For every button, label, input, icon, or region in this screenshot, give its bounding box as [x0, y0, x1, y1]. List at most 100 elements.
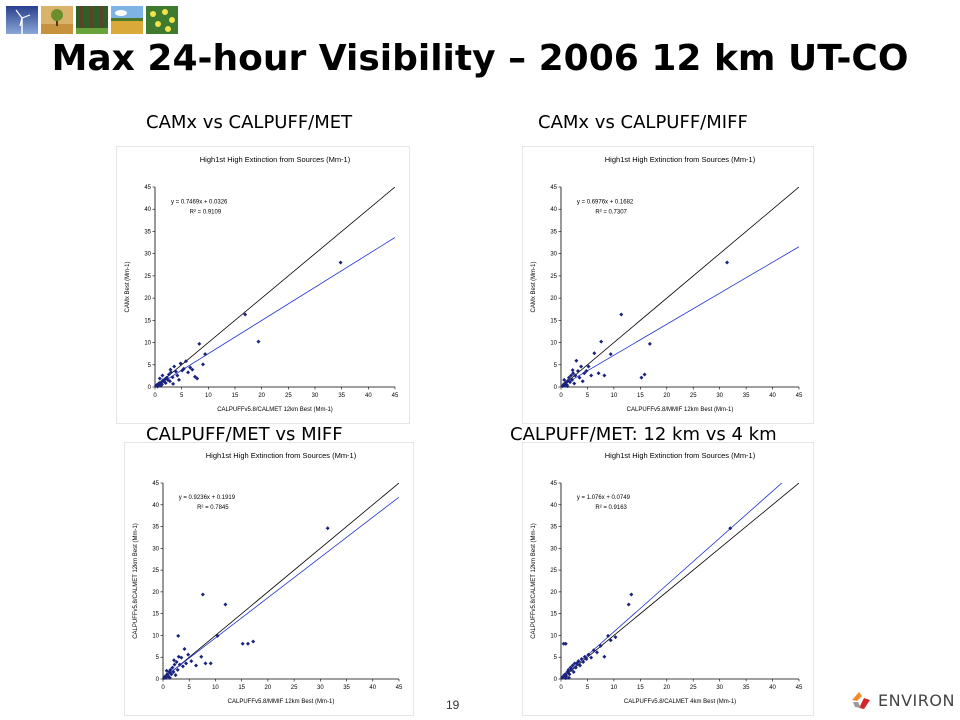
data-point [201, 362, 205, 367]
data-point [200, 592, 205, 597]
data-point [164, 375, 169, 380]
y-axis-label: CAMx Best (Mm-1) [125, 261, 131, 312]
x-tick-label: 5 [188, 685, 192, 691]
data-point [608, 638, 613, 643]
data-point [599, 339, 604, 344]
data-point [208, 661, 213, 666]
data-point [180, 368, 185, 373]
data-point [175, 667, 180, 672]
page-number: 19 [446, 698, 460, 712]
x-tick-label: 40 [365, 393, 372, 399]
data-point [561, 382, 566, 387]
data-point [173, 369, 178, 374]
y-tick-label: 25 [550, 568, 557, 574]
x-tick-label: 30 [317, 685, 324, 691]
data-point [567, 380, 572, 385]
data-point [171, 670, 176, 675]
data-point [169, 370, 173, 375]
data-point [325, 526, 330, 531]
data-point [563, 641, 568, 646]
data-point [569, 373, 574, 378]
y-tick-label: 15 [144, 318, 151, 324]
data-point [251, 639, 256, 644]
data-point [245, 641, 250, 646]
x-tick-label: 15 [637, 393, 644, 399]
trendline-equation: y = 0.7469x + 0.0326 [171, 199, 228, 205]
slide-title: Max 24-hour Visibility – 2006 12 km UT-C… [51, 38, 909, 79]
x-tick-label: 45 [796, 393, 803, 399]
x-tick-label: 15 [238, 685, 245, 691]
x-axis-label: CALPUFFv5.8/MMIF 12km Best (Mm-1) [627, 407, 734, 413]
subtitle-met-vs-miff: CALPUFF/MET vs MIFF [146, 424, 343, 445]
x-tick-label: 30 [716, 685, 723, 691]
data-point [572, 381, 577, 386]
one-to-one-line [155, 187, 395, 387]
data-point [571, 670, 576, 675]
y-tick-label: 20 [144, 296, 151, 302]
x-tick-label: 30 [312, 393, 319, 399]
y-tick-label: 40 [550, 503, 557, 509]
data-point [639, 375, 644, 380]
subtitle-camx-vs-calpuff-miff: CAMx vs CALPUFF/MIFF [538, 112, 748, 133]
data-point [190, 367, 195, 372]
r-squared-label: R² = 0.7845 [197, 505, 229, 511]
scatter-chart-4: High1st High Extinction from Sources (Mm… [531, 451, 803, 705]
chart-panel-2: High1st High Extinction from Sources (Mm… [522, 146, 814, 424]
y-tick-label: 5 [156, 655, 160, 661]
data-point [580, 379, 585, 384]
chart-panel-3: High1st High Extinction from Sources (Mm… [124, 442, 414, 716]
data-point [240, 641, 245, 646]
y-axis-label: CALPUFFv5.8/CALMET 12km Best (Mm-1) [133, 523, 139, 639]
y-tick-label: 15 [152, 612, 159, 618]
x-tick-label: 20 [663, 393, 670, 399]
forest-thumbnail [76, 6, 108, 34]
x-tick-label: 40 [369, 685, 376, 691]
data-point [573, 373, 578, 378]
data-point [166, 372, 171, 377]
data-point [243, 312, 248, 317]
y-tick-label: 0 [554, 677, 558, 683]
x-tick-label: 25 [690, 393, 697, 399]
y-tick-label: 45 [550, 185, 557, 191]
data-point [586, 364, 591, 369]
data-point [338, 260, 343, 265]
x-tick-label: 20 [258, 393, 265, 399]
data-point [170, 665, 175, 670]
data-point [170, 375, 175, 380]
y-tick-label: 40 [152, 503, 159, 509]
data-point [619, 312, 624, 317]
data-point [592, 351, 597, 356]
trendline [561, 483, 783, 679]
chart-panel-1: High1st High Extinction from Sources (Mm… [116, 146, 410, 424]
y-tick-label: 35 [152, 525, 159, 531]
data-point [575, 369, 580, 373]
trendline [155, 237, 395, 387]
data-point [586, 652, 591, 657]
chart-title: High1st High Extinction from Sources (Mm… [200, 155, 351, 164]
one-to-one-line [561, 483, 799, 679]
x-tick-label: 30 [716, 393, 723, 399]
y-tick-label: 20 [550, 590, 557, 596]
x-axis-label: CALPUFFv5.8/MMIF 12km Best (Mm-1) [228, 699, 335, 705]
y-tick-label: 0 [554, 385, 558, 391]
y-tick-label: 10 [144, 341, 151, 347]
scatter-chart-3: High1st High Extinction from Sources (Mm… [133, 451, 403, 705]
data-point [582, 371, 587, 376]
environ-logo-icon [852, 692, 870, 709]
y-tick-label: 30 [550, 252, 557, 258]
data-point [569, 667, 574, 672]
trendline [561, 246, 799, 387]
wind-turbine-thumbnail [6, 6, 38, 34]
y-tick-label: 0 [156, 677, 160, 683]
y-tick-label: 0 [148, 385, 152, 391]
data-point [195, 376, 200, 381]
data-point [174, 660, 179, 665]
y-tick-label: 10 [152, 633, 159, 639]
y-tick-label: 20 [152, 590, 159, 596]
x-tick-label: 0 [559, 685, 563, 691]
x-tick-label: 10 [611, 393, 618, 399]
data-point [163, 381, 168, 385]
data-point [584, 369, 589, 373]
y-tick-label: 5 [148, 363, 152, 369]
y-tick-label: 35 [550, 525, 557, 531]
